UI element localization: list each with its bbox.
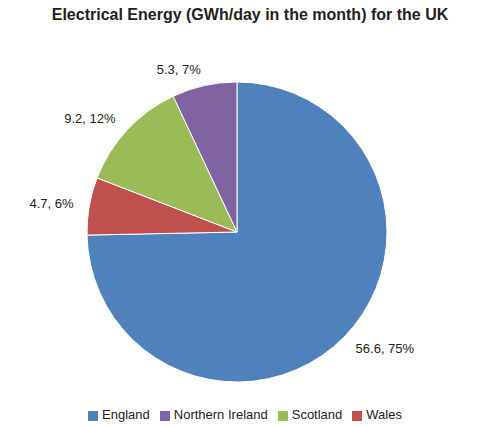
html-text:Northern Ireland: Northern Ireland xyxy=(173,407,268,422)
html-text:Scotland: Scotland xyxy=(291,407,343,422)
svg-text:9.2, 12%: 9.2, 12% xyxy=(64,111,116,126)
svg-text:5.3, 7%: 5.3, 7% xyxy=(157,62,202,77)
html-text:Wales: Wales xyxy=(366,407,402,422)
svg-text:4.7, 6%: 4.7, 6% xyxy=(29,196,74,211)
html-text:England: England xyxy=(102,407,150,422)
html-text:Electrical Energy (GWh/day in: Electrical Energy (GWh/day in the month)… xyxy=(51,6,449,23)
svg-text:56.6, 75%: 56.6, 75% xyxy=(356,341,415,356)
